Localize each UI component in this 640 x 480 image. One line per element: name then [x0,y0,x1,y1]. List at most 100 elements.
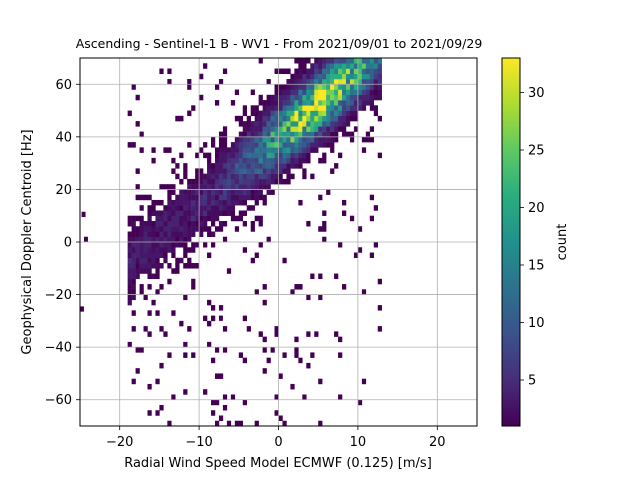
histogram-cell [218,210,224,216]
histogram-cell [163,147,168,153]
histogram-cell [302,84,307,90]
histogram-cell [139,252,144,259]
histogram-cell [183,263,188,269]
histogram-cell [246,189,251,195]
histogram-cell [306,68,311,75]
histogram-cell [322,84,327,90]
histogram-cell [282,89,287,96]
histogram-cell [314,63,319,69]
histogram-cell [139,205,144,211]
histogram-cell [131,236,136,243]
histogram-cell [262,100,267,106]
histogram-cell [250,257,255,264]
histogram-cell [246,194,251,201]
histogram-cell [131,142,136,148]
histogram-cell [302,79,307,85]
histogram-cell [151,210,156,216]
histogram-cell [151,226,156,232]
histogram-cell [282,168,287,174]
histogram-cell [322,136,327,143]
histogram-cell [199,73,204,80]
histogram-cell [191,199,196,206]
histogram-cell [179,220,184,227]
y-tick-label: −60 [45,393,72,408]
histogram-cell [322,236,327,243]
histogram-cell [222,157,228,164]
histogram-cell [254,289,259,295]
histogram-cell [326,115,331,122]
histogram-cell [175,257,180,264]
histogram-cell [183,220,188,227]
histogram-cell [302,157,307,164]
histogram-cell [175,115,180,122]
histogram-cell [187,263,192,269]
histogram-cell [369,126,375,132]
histogram-cell [203,220,208,227]
histogram-cell [242,184,247,190]
histogram-cell [310,142,315,148]
histogram-cell [274,326,279,332]
histogram-cell [258,331,263,337]
histogram-cell [314,105,319,111]
histogram-cell [282,131,287,138]
histogram-cell [250,89,255,96]
histogram-cell [175,226,180,232]
histogram-cell [294,347,299,353]
histogram-cell [127,231,132,237]
histogram-cell [131,289,136,295]
histogram-cell [278,68,283,75]
histogram-cell [345,100,351,106]
histogram-cell [361,89,367,96]
histogram-cell [155,289,160,295]
histogram-cell [338,79,343,85]
histogram-cell [290,157,295,164]
histogram-cell [310,115,315,122]
histogram-cell [207,252,212,259]
histogram-cell [345,73,351,80]
histogram-cell [211,136,216,143]
histogram-cell [322,142,327,148]
histogram-cell [242,168,247,174]
histogram-cell [262,178,267,185]
histogram-cell [361,68,367,75]
histogram-cell [294,126,299,132]
histogram-cell [214,194,220,201]
histogram-cell [290,289,295,295]
histogram-cell [214,147,220,153]
histogram-cell [203,315,208,322]
histogram-cell [183,252,188,259]
colorbar-tick-label: 15 [528,259,545,274]
histogram-cells [80,58,382,427]
histogram-cell [127,142,132,148]
histogram-cell [314,68,319,75]
histogram-cell [262,368,267,374]
histogram-cell [365,94,371,101]
histogram-cell [266,178,271,185]
histogram-cell [302,58,307,64]
histogram-cell [298,136,303,143]
histogram-cell [254,152,259,159]
histogram-cell [147,205,152,211]
histogram-cell [306,105,311,111]
histogram-cell [369,84,375,90]
histogram-cell [139,131,144,138]
histogram-cell [262,299,267,306]
histogram-cell [266,152,271,159]
histogram-cell [377,89,382,96]
histogram-cell [226,199,232,206]
histogram-cell [179,178,184,185]
colorbar-tick-label: 25 [528,144,545,159]
histogram-cell [222,347,228,353]
histogram-cell [266,105,271,111]
histogram-cell [334,105,339,111]
histogram-cell [226,178,232,185]
histogram-cell [242,136,247,143]
histogram-cell [214,226,220,232]
histogram-cell [278,100,283,106]
histogram-cell [334,121,339,127]
histogram-cell [187,84,192,90]
histogram-cell [242,210,247,216]
histogram-cell [218,226,224,232]
histogram-cell [155,273,160,280]
histogram-cell [207,231,212,237]
